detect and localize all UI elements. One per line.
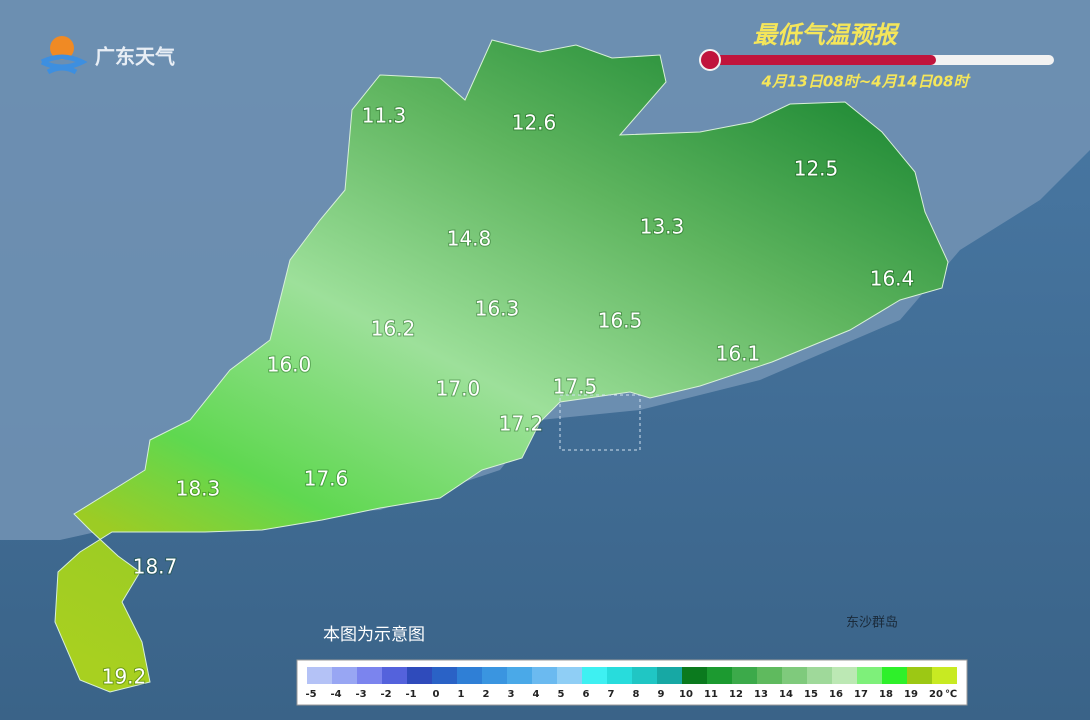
legend-swatch xyxy=(782,667,807,684)
legend-tick: 3 xyxy=(508,689,515,700)
legend-tick: 7 xyxy=(608,689,615,700)
legend-swatch xyxy=(882,667,907,684)
legend-swatch xyxy=(432,667,457,684)
legend-swatch xyxy=(757,667,782,684)
city-label: 19.2 xyxy=(102,665,147,689)
legend-tick: 13 xyxy=(754,689,768,700)
legend-tick: 10 xyxy=(679,689,693,700)
legend-tick: 16 xyxy=(829,689,843,700)
legend-tick: 2 xyxy=(483,689,490,700)
guangdong-map xyxy=(54,39,949,693)
title: 最低气温预报 xyxy=(753,21,900,49)
legend-swatch xyxy=(657,667,682,684)
legend-tick: 6 xyxy=(583,689,590,700)
city-label: 17.6 xyxy=(304,467,349,491)
thermometer-fill xyxy=(712,55,936,65)
legend-tick: 12 xyxy=(729,689,743,700)
legend-tick: 17 xyxy=(854,689,868,700)
legend-swatch xyxy=(832,667,857,684)
legend-swatch xyxy=(357,667,382,684)
thermometer-bulb xyxy=(699,49,721,71)
legend-tick: 11 xyxy=(704,689,718,700)
legend-swatch xyxy=(807,667,832,684)
city-label: 16.0 xyxy=(267,353,312,377)
legend-tick: 8 xyxy=(633,689,640,700)
legend-swatch xyxy=(732,667,757,684)
city-label: 17.5 xyxy=(553,375,598,399)
city-label: 13.3 xyxy=(640,215,685,239)
legend-swatch xyxy=(857,667,882,684)
legend-tick: 9 xyxy=(658,689,665,700)
legend-tick: 4 xyxy=(533,689,540,700)
legend-swatch xyxy=(507,667,532,684)
legend-swatch xyxy=(407,667,432,684)
legend-swatch xyxy=(382,667,407,684)
city-label: 18.3 xyxy=(176,477,221,501)
legend-swatch xyxy=(532,667,557,684)
logo: 广东天气 xyxy=(40,36,175,75)
city-label: 12.6 xyxy=(512,111,557,135)
legend: -5 -4 -3 -2 -1 0 1 2 3 4 5 6 7 8 9 10 11 12 13 14 15 16 17 18 19… xyxy=(305,667,957,700)
legend-swatch xyxy=(632,667,657,684)
legend-swatch xyxy=(307,667,332,684)
legend-unit: ℃ xyxy=(945,689,957,700)
legend-tick: 1 xyxy=(458,689,465,700)
legend-swatch xyxy=(907,667,932,684)
city-label: 11.3 xyxy=(362,104,407,128)
city-label: 16.2 xyxy=(371,317,416,341)
city-label: 16.5 xyxy=(598,309,643,333)
city-label: 17.0 xyxy=(436,377,481,401)
legend-swatch xyxy=(482,667,507,684)
legend-tick: 20 xyxy=(929,689,943,700)
legend-tick: -1 xyxy=(405,689,416,700)
legend-swatch xyxy=(607,667,632,684)
legend-tick: 19 xyxy=(904,689,918,700)
legend-tick: -5 xyxy=(305,689,316,700)
legend-swatch xyxy=(582,667,607,684)
city-label: 16.3 xyxy=(475,297,520,321)
legend-tick: 14 xyxy=(779,689,793,700)
logo-sun xyxy=(50,36,74,60)
city-labels: 11.3 12.6 12.5 14.8 13.3 16.4 16.3 16.5 … xyxy=(101,103,916,690)
legend-swatch xyxy=(557,667,582,684)
city-label: 17.2 xyxy=(499,412,544,436)
island-label: 东沙群岛 xyxy=(846,615,898,631)
note: 本图为示意图 xyxy=(323,625,425,645)
legend-swatch xyxy=(457,667,482,684)
city-label: 16.1 xyxy=(716,342,761,366)
city-label: 14.8 xyxy=(447,227,492,251)
city-label: 12.5 xyxy=(794,157,839,181)
legend-tick: -2 xyxy=(380,689,391,700)
legend-tick: -3 xyxy=(355,689,366,700)
logo-wave xyxy=(40,54,88,75)
legend-swatch xyxy=(707,667,732,684)
legend-tick: 18 xyxy=(879,689,893,700)
logo-text: 广东天气 xyxy=(95,45,175,69)
city-label: 16.4 xyxy=(870,267,915,291)
legend-swatch xyxy=(932,667,957,684)
legend-tick: 5 xyxy=(558,689,565,700)
legend-tick: -4 xyxy=(330,689,341,700)
hk-macau-outline xyxy=(559,394,641,451)
city-label: 18.7 xyxy=(133,555,178,579)
legend-tick: 15 xyxy=(804,689,818,700)
legend-tick: 0 xyxy=(433,689,440,700)
subtitle: 4月13日08时~4月14日08时 xyxy=(761,73,972,91)
legend-swatch xyxy=(682,667,707,684)
legend-swatch xyxy=(332,667,357,684)
